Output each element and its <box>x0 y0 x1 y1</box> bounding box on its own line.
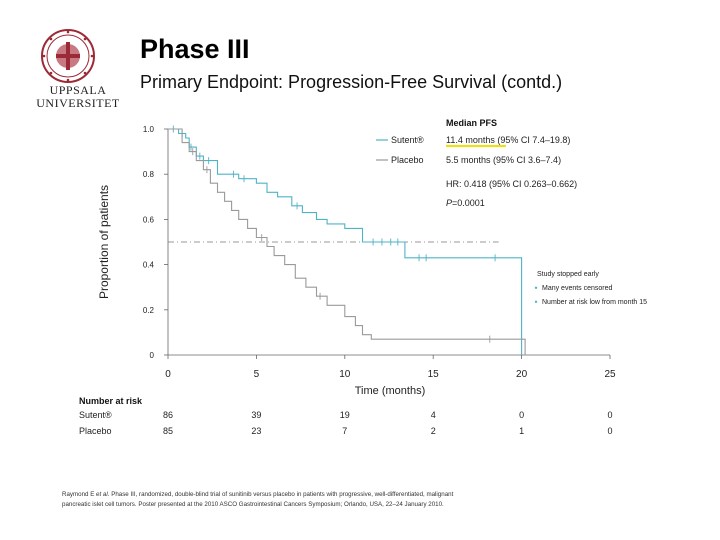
risk-cell: 0 <box>607 410 612 420</box>
p-value-label: P <box>446 198 452 208</box>
university-seal-icon <box>38 28 118 89</box>
risk-row-label: Sutent® <box>79 410 112 420</box>
sutent-legend-label: Sutent® <box>391 135 424 145</box>
logo-line-2: UNIVERSITET <box>36 96 120 110</box>
risk-cell: 2 <box>431 426 436 436</box>
risk-cell: 4 <box>431 410 436 420</box>
y-tick-label: 0.4 <box>143 261 155 270</box>
placebo-legend-label: Placebo <box>391 155 424 165</box>
citation-etal: et al <box>94 491 108 498</box>
citation: Raymond E et al. Phase III, randomized, … <box>62 490 642 510</box>
y-tick-label: 1.0 <box>143 125 155 134</box>
y-tick-label: 0.8 <box>143 170 155 179</box>
x-tick-label: 20 <box>516 369 528 380</box>
risk-cell: 0 <box>519 410 524 420</box>
chart-axes: 0 5 10 15 20 25 0 0.2 0.4 0.6 0.8 1.0 Time (months) P… <box>97 125 616 397</box>
survival-curves <box>168 125 526 355</box>
x-tick-label: 0 <box>165 369 171 380</box>
citation-line-2: pancreatic islet cell tumors. Poster pre… <box>62 501 444 508</box>
sutent-legend-stat: 11.4 months (95% CI 7.4–19.8) <box>446 135 570 145</box>
sutent-curve <box>168 128 523 355</box>
risk-cell: 19 <box>340 410 350 420</box>
legend-title: Median PFS <box>446 118 497 128</box>
risk-cell: 0 <box>607 426 612 436</box>
page-title: Phase III <box>140 34 250 64</box>
placebo-curve <box>168 128 526 355</box>
risk-cell: 23 <box>251 426 261 436</box>
p-value-number: =0.0001 <box>452 198 485 208</box>
risk-cell: 86 <box>163 410 173 420</box>
y-tick-label: 0 <box>150 351 155 360</box>
x-tick-label: 5 <box>254 369 260 380</box>
risk-row-label: Placebo <box>79 426 112 436</box>
annotation-bullet: Many events censored <box>542 285 613 292</box>
citation-line-1: . Phase III, randomized, double-blind tr… <box>107 491 454 498</box>
risk-cell: 85 <box>163 426 173 436</box>
x-tick-label: 10 <box>339 369 351 380</box>
risk-table-title: Number at risk <box>79 396 143 406</box>
annotation-title: Study stopped early <box>537 271 599 278</box>
study-annotation: Study stopped early Many events censored N… <box>534 271 647 306</box>
placebo-legend-stat: 5.5 months (95% CI 3.6–7.4) <box>446 155 561 165</box>
hazard-ratio: HR: 0.418 (95% CI 0.263–0.662) <box>446 179 577 189</box>
citation-author: Raymond E <box>62 491 95 498</box>
risk-table: Number at risk Sutent® 86 39 19 4 0 0 Placebo 85 2… <box>79 396 613 436</box>
y-tick-label: 0.2 <box>143 306 155 315</box>
annotation-bullet: Number at risk low from month 15 <box>542 299 647 306</box>
annotation-bullet-dot <box>534 286 538 289</box>
annotation-bullet-dot <box>534 300 538 303</box>
chart-legend: Median PFS Sutent® 11.4 months (95% CI 7.4… <box>376 118 577 208</box>
y-tick-label: 0.6 <box>143 215 155 224</box>
logo-line-1: UPPSALA <box>49 83 107 97</box>
x-axis-title: Time (months) <box>355 385 426 397</box>
risk-cell: 39 <box>251 410 261 420</box>
y-axis-title: Proportion of patients <box>97 185 111 299</box>
university-name: UPPSALA UNIVERSITET <box>30 84 126 110</box>
p-value: P=0.0001 <box>446 198 485 208</box>
x-tick-label: 25 <box>604 369 616 380</box>
risk-cell: 7 <box>342 426 347 436</box>
page-subtitle: Primary Endpoint: Progression-Free Survi… <box>140 72 563 92</box>
x-tick-label: 15 <box>428 369 440 380</box>
risk-cell: 1 <box>519 426 524 436</box>
